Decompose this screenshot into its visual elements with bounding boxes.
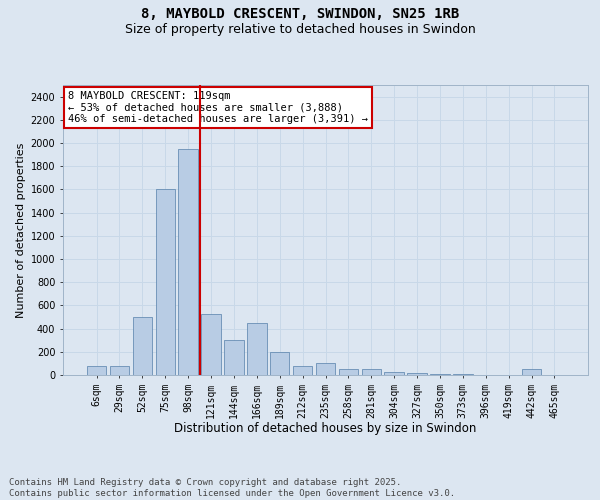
Bar (338, 368, 358, 375)
Y-axis label: Number of detached properties: Number of detached properties (16, 142, 26, 318)
Bar (155, 190, 175, 375)
Bar (224, 340, 244, 375)
X-axis label: Distribution of detached houses by size in Swindon: Distribution of detached houses by size … (175, 422, 476, 435)
Bar (178, 149, 198, 375)
Bar (270, 352, 289, 375)
Bar (362, 368, 381, 375)
Text: Contains HM Land Registry data © Crown copyright and database right 2025.
Contai: Contains HM Land Registry data © Crown c… (9, 478, 455, 498)
Bar (522, 369, 541, 375)
Bar (87, 366, 106, 375)
Text: Size of property relative to detached houses in Swindon: Size of property relative to detached ho… (125, 22, 475, 36)
Bar (453, 374, 473, 375)
Bar (247, 323, 266, 375)
Text: 8 MAYBOLD CRESCENT: 119sqm
← 53% of detached houses are smaller (3,888)
46% of s: 8 MAYBOLD CRESCENT: 119sqm ← 53% of deta… (68, 91, 368, 124)
Bar (133, 317, 152, 375)
Text: 8, MAYBOLD CRESCENT, SWINDON, SN25 1RB: 8, MAYBOLD CRESCENT, SWINDON, SN25 1RB (141, 8, 459, 22)
Bar (316, 364, 335, 375)
Bar (385, 372, 404, 375)
Bar (202, 314, 221, 375)
Bar (430, 374, 449, 375)
Bar (110, 366, 129, 375)
Bar (407, 372, 427, 375)
Bar (293, 366, 313, 375)
